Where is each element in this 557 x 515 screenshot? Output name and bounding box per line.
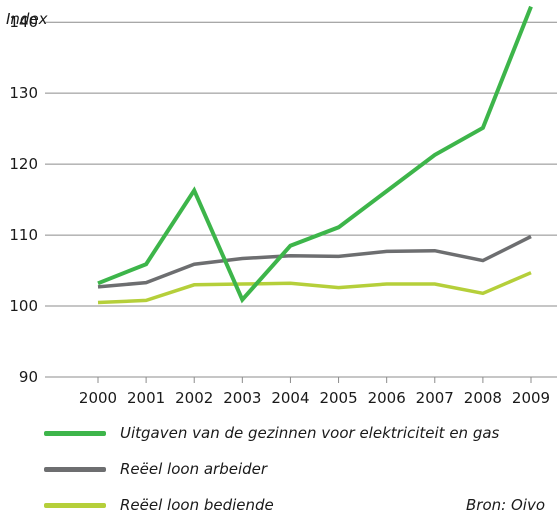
- x-tick-label: 2006: [368, 389, 406, 407]
- x-tick-label: 2004: [271, 389, 309, 407]
- y-axis-title: Index: [6, 10, 48, 28]
- x-tick-label: 2000: [79, 389, 117, 407]
- y-tick-label: 140: [9, 13, 38, 31]
- legend-item-electricity-gas: Uitgaven van de gezinnen voor elektricit…: [44, 423, 499, 443]
- x-tick-label: 2001: [127, 389, 165, 407]
- series-lines: [97, 5, 533, 305]
- x-axis-tick-labels: 2000 2001 2002 2003 2004 2005 2006 2007 2008 2009: [79, 377, 550, 407]
- y-tick-label: 110: [9, 226, 38, 244]
- legend-swatch-electricity-gas: [44, 430, 106, 436]
- gridlines: [45, 21, 557, 378]
- y-tick-label: 100: [9, 297, 38, 315]
- legend-item-employee-wage: Reëel loon bediende: [44, 495, 274, 515]
- x-tick-label: 2008: [464, 389, 502, 407]
- worker-wage-line: [97, 234, 532, 289]
- legend-label-employee-wage: Reëel loon bediende: [120, 496, 274, 514]
- y-tick-label: 120: [9, 155, 38, 173]
- source-note: Bron: Oivo: [466, 496, 545, 514]
- x-tick-label: 2007: [416, 389, 454, 407]
- y-axis-tick-labels: 90 100 110 120 130 140: [9, 13, 38, 386]
- x-tick-label: 2009: [512, 389, 550, 407]
- y-tick-label: 130: [9, 84, 38, 102]
- electricity-gas-line: [97, 5, 533, 304]
- y-tick-label: 90: [19, 368, 38, 386]
- legend-swatch-worker-wage: [44, 466, 106, 472]
- legend-label-electricity-gas: Uitgaven van de gezinnen voor elektricit…: [120, 424, 500, 442]
- x-tick-label: 2005: [319, 389, 357, 407]
- x-tick-label: 2002: [175, 389, 213, 407]
- employee-wage-line: [97, 271, 532, 305]
- legend-label-worker-wage: Reëel loon arbeider: [120, 460, 268, 478]
- x-tick-label: 2003: [223, 389, 261, 407]
- legend-swatch-employee-wage: [44, 502, 106, 508]
- legend-item-worker-wage: Reëel loon arbeider: [44, 459, 267, 479]
